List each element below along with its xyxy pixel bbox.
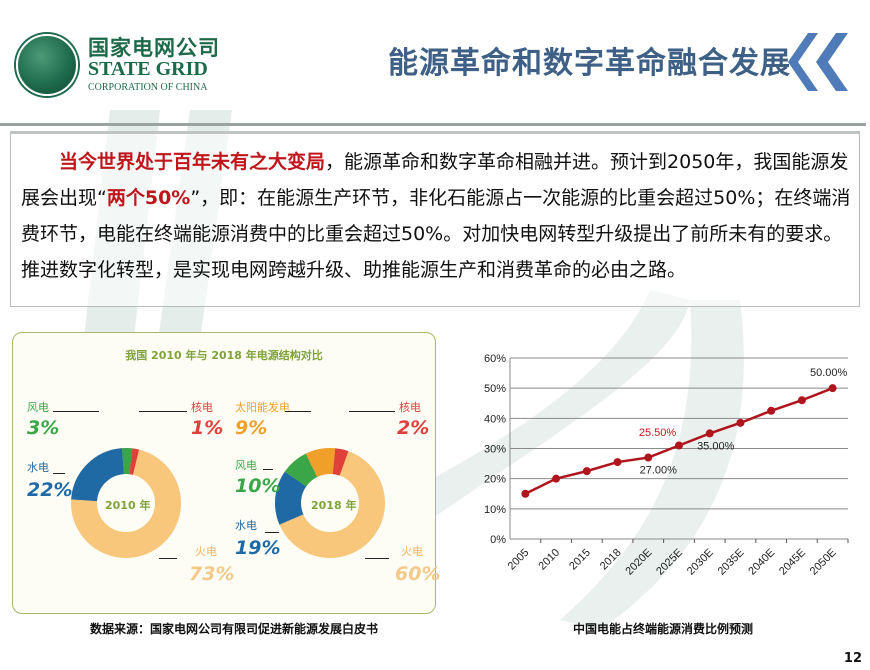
leader-line	[349, 411, 395, 412]
svg-text:2050E: 2050E	[808, 547, 839, 578]
header-divider	[0, 123, 866, 126]
leader-line	[139, 411, 187, 412]
donut-chart-2010	[71, 448, 181, 558]
intro-text-1: ，能源革命和数字革命相融并进。预计到2050年，我国能源发展会出现“	[21, 151, 849, 209]
power-structure-panel: 我国 2010 年与 2018 年电源结构对比 2010 年 风电 3% 核电 …	[12, 332, 440, 614]
state-grid-globe-icon	[16, 34, 78, 96]
svg-text:2030E: 2030E	[685, 547, 716, 578]
svg-text:10%: 10%	[484, 504, 506, 516]
svg-text:2018: 2018	[598, 547, 624, 573]
label-2018-solar: 太阳能发电	[235, 401, 290, 414]
label-2018-nuclear: 核电	[399, 401, 421, 414]
chart-y-axis: 0% 10% 20% 30% 40% 50% 60%	[484, 353, 506, 546]
chart-caption: 中国电能占终端能源消费比例预测	[573, 622, 754, 636]
leader-line	[263, 469, 273, 470]
line-chart-electricity-share: 0%10%20%30%40%50%60% 2005 2010 2015 2018 202…	[484, 353, 849, 578]
leader-line	[53, 473, 65, 474]
donut-2018-center-label: 2018 年	[311, 499, 357, 512]
page-title: 能源革命和数字革命融合发展	[388, 46, 791, 81]
donut-2010-center-label: 2010 年	[105, 499, 151, 512]
svg-text:2045E: 2045E	[777, 547, 808, 578]
svg-text:25.50%: 25.50%	[639, 427, 677, 439]
chart-data-labels: 25.50% 27.00% 35.00% 50.00%	[639, 367, 848, 476]
value-2010-hydro: 22%	[27, 479, 73, 501]
chart-series-line	[524, 387, 834, 495]
intro-text-2: ”，即：在能源生产环节，非化石能源占一次能源的比重会超过50%；在终端消费环节，…	[21, 187, 851, 281]
svg-text:50%: 50%	[484, 383, 506, 395]
data-source-note: 数据来源：国家电网公司有限司促进新能源发展白皮书	[90, 622, 379, 636]
value-2018-solar: 9%	[235, 417, 268, 439]
value-2018-nuclear: 2%	[397, 417, 430, 439]
label-2010-nuclear: 核电	[191, 401, 213, 414]
value-2018-hydro: 19%	[235, 537, 281, 559]
intro-highlight-2: 两个50%	[106, 187, 191, 209]
svg-text:2025E: 2025E	[654, 547, 685, 578]
label-2010-wind: 风电	[27, 401, 49, 414]
logo-subtitle: CORPORATION OF CHINA	[88, 82, 208, 93]
value-2010-wind: 3%	[27, 417, 60, 439]
svg-text:27.00%: 27.00%	[640, 465, 678, 477]
svg-text:50.00%: 50.00%	[810, 367, 848, 379]
svg-text:2020E: 2020E	[623, 547, 654, 578]
leader-line	[265, 532, 279, 533]
value-2010-nuclear: 1%	[191, 417, 224, 439]
value-2018-thermal: 60%	[395, 563, 441, 585]
leader-line	[285, 411, 311, 412]
svg-text:2040E: 2040E	[746, 547, 777, 578]
svg-text:20%: 20%	[484, 474, 506, 486]
svg-text:2010: 2010	[536, 547, 562, 573]
slide-header: 国家电网公司 STATE GRID CORPORATION OF CHINA 能…	[0, 0, 870, 110]
panel-title: 我国 2010 年与 2018 年电源结构对比	[125, 349, 323, 362]
page-number: 12	[843, 651, 862, 666]
logo-name-cn: 国家电网公司	[88, 36, 220, 60]
intro-text-box: 当今世界处于百年未有之大变局，能源革命和数字革命相融并进。预计到2050年，我国…	[10, 131, 860, 307]
intro-paragraph: 当今世界处于百年未有之大变局，能源革命和数字革命相融并进。预计到2050年，我国…	[21, 144, 861, 288]
intro-highlight-1: 当今世界处于百年未有之大变局	[59, 151, 326, 173]
donut-chart-2018	[275, 448, 385, 558]
svg-text:2015: 2015	[567, 547, 593, 573]
leader-line	[159, 558, 177, 559]
label-2010-thermal: 火电	[195, 545, 217, 558]
svg-text:2005: 2005	[506, 547, 532, 573]
svg-text:0%: 0%	[490, 534, 506, 546]
chart-gridlines	[509, 357, 848, 540]
svg-text:30%: 30%	[484, 444, 506, 456]
state-grid-logo: 国家电网公司 STATE GRID CORPORATION OF CHINA	[14, 30, 219, 100]
value-2010-thermal: 73%	[189, 563, 235, 585]
label-2018-hydro: 水电	[235, 519, 257, 532]
svg-text:40%: 40%	[484, 413, 506, 425]
svg-text:60%: 60%	[484, 353, 506, 365]
svg-text:2035E: 2035E	[716, 547, 747, 578]
svg-text:35.00%: 35.00%	[697, 440, 735, 452]
logo-name-en: STATE GRID	[88, 58, 208, 80]
leader-line	[365, 558, 389, 559]
double-chevron-left-icon	[788, 33, 848, 91]
leader-line	[53, 411, 99, 412]
label-2010-hydro: 水电	[27, 461, 49, 474]
value-2018-wind: 10%	[235, 475, 281, 497]
label-2018-wind: 风电	[235, 459, 257, 472]
chart-x-axis: 2005 2010 2015 2018 2020E 2025E 2030E 2035E 2040…	[506, 539, 849, 578]
label-2018-thermal: 火电	[401, 545, 423, 558]
chart-data-markers	[521, 384, 837, 498]
